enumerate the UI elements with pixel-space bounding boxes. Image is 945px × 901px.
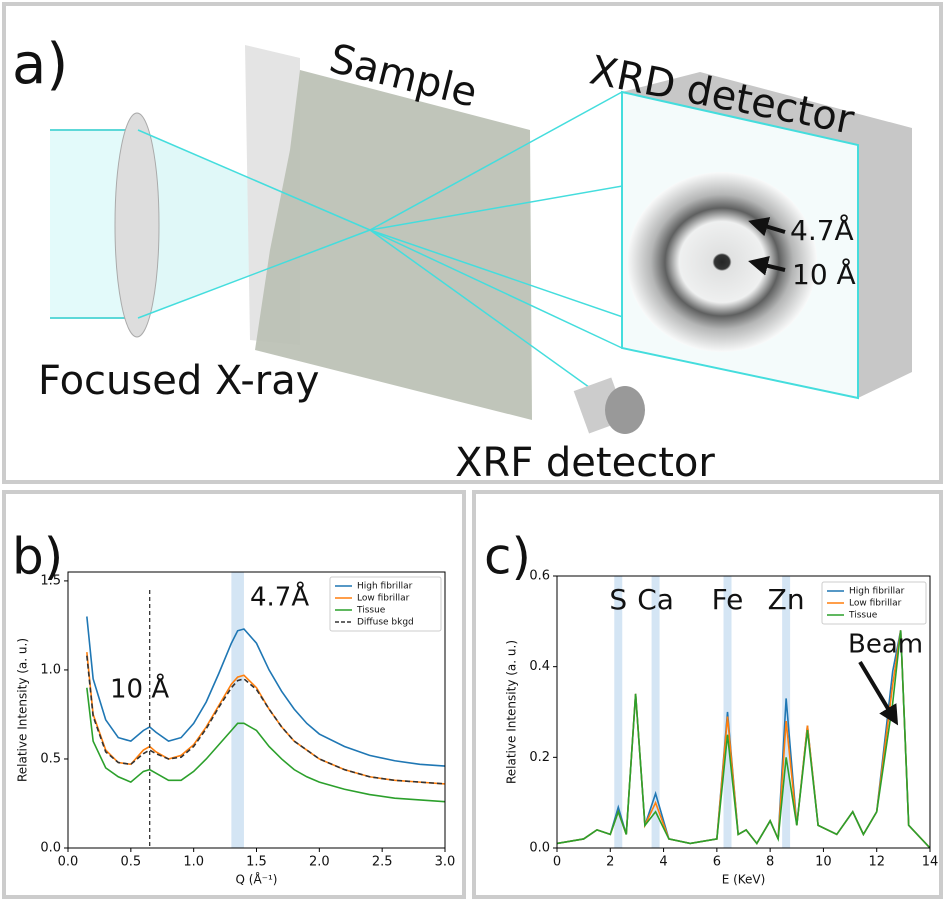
arrow [748,256,786,276]
x-tick-label: 14 [922,855,939,870]
series-line [86,652,445,785]
arrow [748,217,786,237]
plot-area [86,616,445,803]
xrf-label: XRF detector [455,440,715,486]
y-tick-label: 1.5 [40,573,61,588]
series-line [86,687,445,803]
y-tick-label: 0.0 [40,841,61,856]
ring-label: 10 Å [792,257,856,291]
band-label: Zn [768,583,805,616]
sample [255,70,532,420]
y-tick-label: 0.6 [529,569,550,584]
legend-label: Tissue [356,606,386,616]
x-tick-label: 10 [815,855,832,870]
detector-body [622,72,912,398]
x-tick-label: 4 [659,855,667,870]
y-tick-label: 0.4 [529,659,550,674]
band-label: Ca [637,583,674,616]
band [614,576,623,848]
legend-label: Diffuse bkgd [357,618,414,628]
xrf-detector-face [605,386,645,434]
band-label: S [609,583,627,616]
y-axis-label: Relative Intensity (a. u.) [16,638,30,782]
x-axis-label: Q (Å⁻¹) [236,872,278,887]
legend-box [821,581,927,625]
ring-label: 4.7Å [790,213,854,247]
x-tick-label: 3.0 [435,855,456,870]
legend-label: Low fibrillar [849,599,902,609]
band-label: Fe [712,583,744,616]
annotation: Beam [848,630,923,660]
y-tick-label: 0.2 [529,750,550,765]
series-line [86,655,445,785]
legend-label: Tissue [848,611,878,621]
lens [114,112,160,338]
band [651,576,660,848]
annotation: 4.7Å [250,581,309,613]
annotation-arrow [858,660,899,726]
legend-label: Low fibrillar [357,594,410,604]
x-tick-label: 0.5 [120,855,141,870]
panel-label: a) [12,32,68,97]
x-tick-label: 12 [868,855,885,870]
x-tick-label: 2 [606,855,614,870]
x-tick-label: 1.0 [183,855,204,870]
panel-border [2,490,466,899]
annotation: 10 Å [110,673,169,705]
panel-border [472,490,943,899]
plot-area [557,630,930,848]
series-line [557,630,930,848]
x-tick-label: 1.5 [246,855,267,870]
series-line [86,616,445,767]
y-tick-label: 0.5 [40,751,61,766]
y-tick-label: 0.0 [529,841,550,856]
legend-label: High fibrillar [357,582,413,592]
x-tick-label: 2.5 [372,855,393,870]
legend-box [329,576,442,632]
legend-label: High fibrillar [849,587,905,597]
panel-a: a) Sample XRD detector 4.7Å 10 Å Focused… [2,2,943,486]
y-axis-label: Relative Intensity (a. u.) [505,640,519,784]
x-tick-label: 0 [553,855,561,870]
x-tick-label: 0.0 [58,855,79,870]
band [231,572,244,848]
x-tick-label: 2.0 [309,855,330,870]
x-tick-label: 8 [766,855,774,870]
diffraction-pattern [627,172,817,352]
x-tick-label: 6 [713,855,721,870]
panel-label: c) [484,528,531,586]
x-axis-label: E (KeV) [722,873,766,887]
y-tick-label: 1.0 [40,662,61,677]
panel-label: b) [12,528,63,586]
axes-frame [556,575,931,849]
source-label: Focused X-ray [38,358,319,404]
